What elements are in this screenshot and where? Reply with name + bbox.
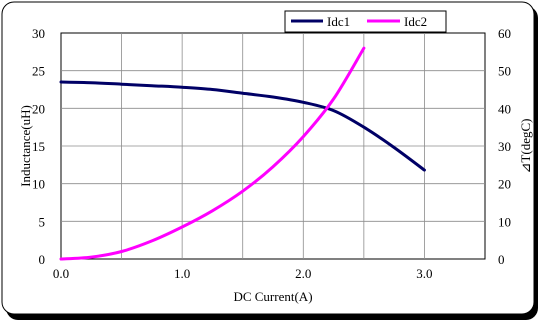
y-right-tick-label: 10 [498, 214, 511, 229]
y-left-tick-label: 10 [32, 177, 45, 192]
y-left-tick-label: 30 [32, 26, 45, 41]
legend-label-idc2: Idc2 [404, 14, 427, 29]
y-left-tick-label: 25 [32, 64, 45, 79]
y-right-tick-label: 40 [498, 101, 511, 116]
y-left-tick-label: 5 [39, 214, 46, 229]
x-tick-label: 2.0 [295, 266, 311, 281]
x-tick-label: 1.0 [174, 266, 190, 281]
series-layer [59, 46, 426, 261]
series-line-idc1 [59, 80, 426, 172]
y-left-tick-label: 20 [32, 101, 45, 116]
y-left-tick-label: 0 [39, 252, 46, 267]
y-right-tick-label: 0 [498, 252, 505, 267]
x-axis-label: DC Current(A) [233, 289, 312, 304]
y-left-tick-label: 15 [32, 139, 45, 154]
y-right-tick-label: 60 [498, 26, 511, 41]
series-line-idc2 [59, 46, 366, 261]
grid [61, 33, 485, 259]
y-right-tick-label: 20 [498, 177, 511, 192]
x-tick-label: 3.0 [416, 266, 432, 281]
x-tick-label: 0.0 [53, 266, 69, 281]
legend: Idc1 Idc2 [284, 10, 447, 33]
ticks: 0.0 1.0 2.0 3.0 0 5 10 15 20 25 30 0 10 20 30 40 50 60 [32, 26, 511, 281]
y-right-tick-label: 50 [498, 64, 511, 79]
legend-label-idc1: Idc1 [327, 14, 350, 29]
y-right-tick-label: 30 [498, 139, 511, 154]
legend-box [284, 10, 447, 33]
y-axis-right-label: ⊿T(degC) [518, 119, 533, 174]
y-axis-left-label: Inductance(uH) [18, 105, 33, 187]
